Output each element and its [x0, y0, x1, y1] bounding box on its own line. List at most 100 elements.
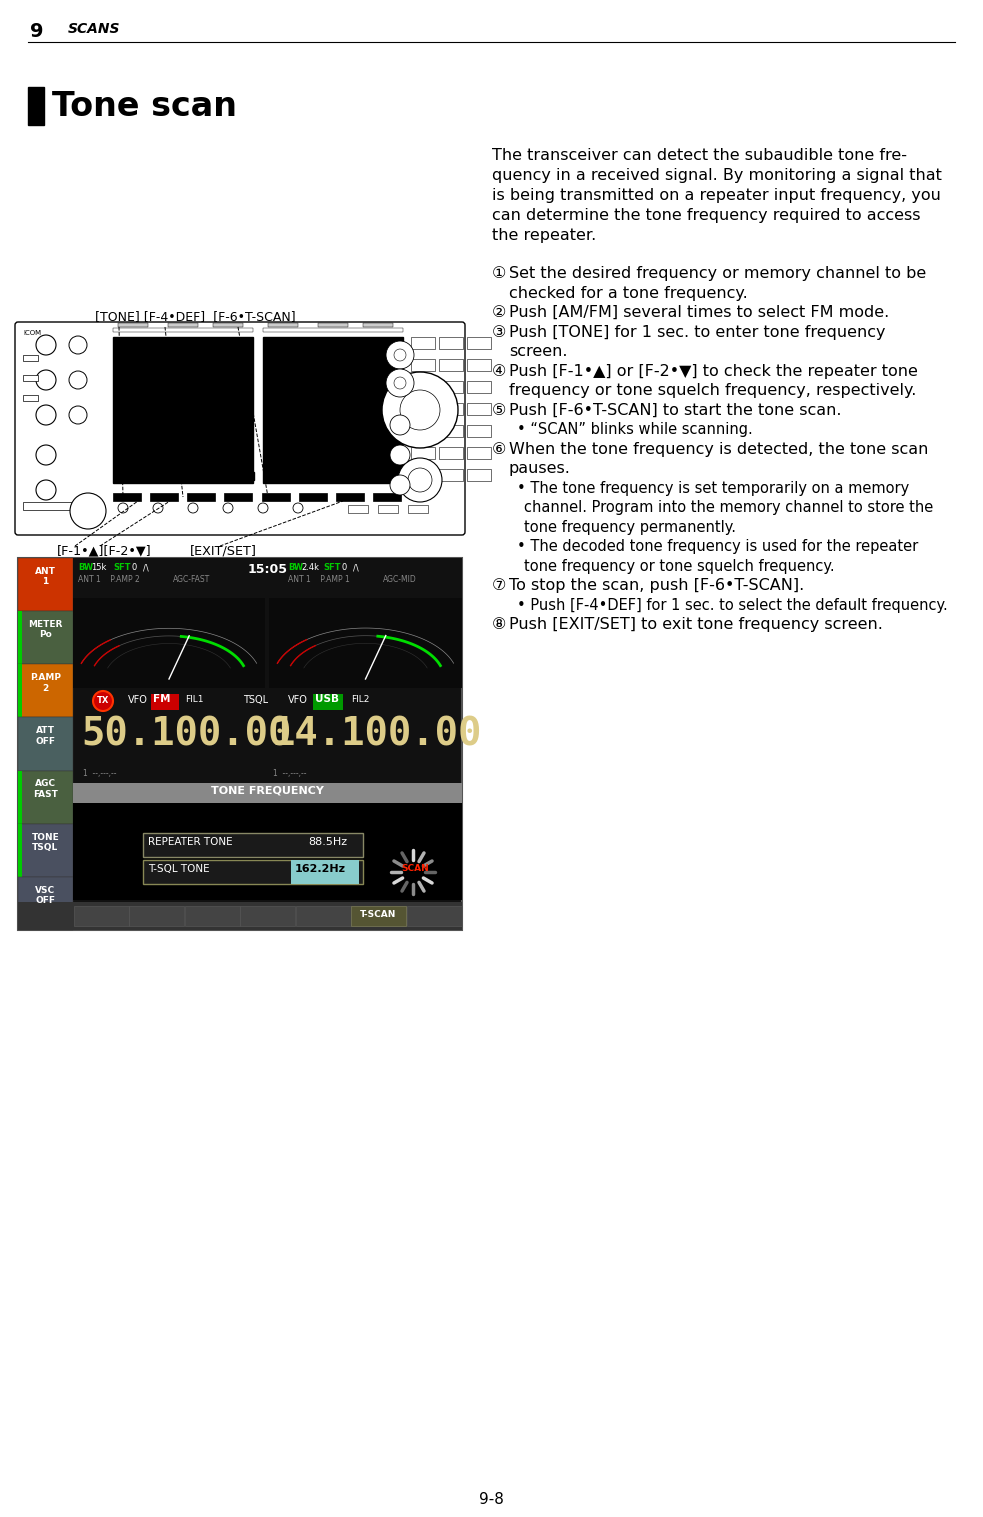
Text: 15:05: 15:05 — [248, 563, 287, 576]
Bar — [467, 469, 491, 481]
Bar — [467, 425, 491, 437]
Text: • Push [F-4•DEF] for 1 sec. to select the default frequency.: • Push [F-4•DEF] for 1 sec. to select th… — [517, 598, 948, 613]
Text: AGC
FAST: AGC FAST — [33, 780, 58, 799]
Text: 14.100.00: 14.100.00 — [271, 715, 482, 752]
Bar — [439, 404, 463, 416]
Bar — [408, 505, 428, 513]
Text: ⑦: ⑦ — [492, 578, 506, 593]
Bar — [129, 906, 184, 925]
Text: TSQL: TSQL — [243, 695, 268, 705]
Circle shape — [386, 369, 414, 397]
Text: P.AMP
2: P.AMP 2 — [30, 674, 61, 693]
Circle shape — [398, 458, 442, 502]
Bar — [378, 505, 398, 513]
Text: REPEATER TONE: REPEATER TONE — [148, 837, 233, 846]
Text: 50.100.00: 50.100.00 — [81, 715, 291, 752]
Circle shape — [93, 692, 113, 711]
Text: FM: FM — [153, 693, 170, 704]
Bar — [113, 337, 253, 482]
Circle shape — [69, 407, 87, 423]
Text: USB: USB — [315, 693, 339, 704]
Bar — [23, 355, 38, 361]
Circle shape — [36, 479, 56, 501]
Bar — [467, 381, 491, 393]
Bar — [18, 558, 73, 611]
Text: T-SCAN: T-SCAN — [361, 910, 397, 919]
Bar — [411, 448, 435, 460]
Bar — [18, 664, 22, 718]
Bar — [411, 425, 435, 437]
Bar — [348, 505, 368, 513]
Bar — [73, 802, 462, 900]
Bar — [173, 472, 179, 479]
Bar — [439, 448, 463, 460]
Text: ATT
OFF: ATT OFF — [35, 727, 55, 746]
Bar — [185, 906, 240, 925]
Bar — [363, 323, 393, 328]
Bar — [118, 323, 148, 328]
Text: To stop the scan, push [F-6•T-SCAN].: To stop the scan, push [F-6•T-SCAN]. — [509, 578, 804, 593]
Bar — [296, 906, 351, 925]
Text: • The decoded tone frequency is used for the repeater: • The decoded tone frequency is used for… — [517, 539, 918, 554]
Text: Push [AM/FM] several times to select FM mode.: Push [AM/FM] several times to select FM … — [509, 305, 890, 320]
Text: checked for a tone frequency.: checked for a tone frequency. — [509, 285, 748, 300]
Circle shape — [188, 504, 198, 513]
Circle shape — [69, 335, 87, 353]
Text: pauses.: pauses. — [509, 461, 571, 476]
Text: ①: ① — [492, 265, 506, 281]
Bar — [168, 323, 198, 328]
Text: BW: BW — [78, 563, 93, 572]
Bar — [18, 611, 73, 664]
Circle shape — [390, 444, 410, 466]
Text: Push [TONE] for 1 sec. to enter tone frequency: Push [TONE] for 1 sec. to enter tone fre… — [509, 325, 886, 340]
Text: 88.5Hz: 88.5Hz — [308, 837, 347, 846]
Bar — [151, 693, 179, 710]
Bar — [18, 558, 462, 930]
Text: channel. Program into the memory channel to store the: channel. Program into the memory channel… — [524, 501, 933, 514]
Circle shape — [70, 493, 106, 529]
Bar — [73, 783, 462, 802]
Text: The transceiver can detect the subaudible tone fre-: The transceiver can detect the subaudibl… — [492, 149, 907, 162]
Text: 9: 9 — [30, 23, 43, 41]
Circle shape — [408, 469, 432, 492]
Bar — [188, 493, 215, 501]
Text: ICOM: ICOM — [23, 331, 41, 335]
Circle shape — [118, 504, 128, 513]
Bar — [263, 337, 403, 482]
Text: can determine the tone frequency required to access: can determine the tone frequency require… — [492, 208, 920, 223]
Text: ANT 1    P.AMP 2: ANT 1 P.AMP 2 — [78, 575, 140, 584]
Text: VFO: VFO — [288, 695, 308, 705]
Text: quency in a received signal. By monitoring a signal that: quency in a received signal. By monitori… — [492, 168, 942, 184]
Circle shape — [223, 504, 233, 513]
Bar — [18, 824, 73, 877]
Bar — [113, 328, 253, 332]
Bar — [18, 771, 73, 824]
Text: SFT: SFT — [323, 563, 340, 572]
Circle shape — [382, 372, 458, 448]
Text: ②: ② — [492, 305, 506, 320]
Text: 2.4k: 2.4k — [301, 563, 319, 572]
Bar — [248, 472, 254, 479]
Text: TX: TX — [97, 696, 109, 705]
Circle shape — [394, 378, 406, 388]
Bar — [411, 469, 435, 481]
Circle shape — [293, 504, 303, 513]
Text: METER
Po: METER Po — [29, 620, 63, 639]
Bar — [467, 360, 491, 372]
Bar — [439, 469, 463, 481]
Text: [EXIT/SET]: [EXIT/SET] — [190, 545, 257, 557]
Bar — [268, 323, 298, 328]
Bar — [263, 328, 403, 332]
Bar — [143, 833, 363, 857]
Bar — [439, 381, 463, 393]
Bar — [407, 906, 461, 925]
Text: screen.: screen. — [509, 344, 567, 360]
Bar — [23, 394, 38, 400]
Circle shape — [36, 405, 56, 425]
Text: AGC-FAST: AGC-FAST — [173, 575, 210, 584]
Bar — [28, 86, 44, 124]
Bar — [439, 337, 463, 349]
Text: 0: 0 — [131, 563, 137, 572]
Text: ④: ④ — [492, 364, 506, 379]
Text: SFT: SFT — [113, 563, 131, 572]
